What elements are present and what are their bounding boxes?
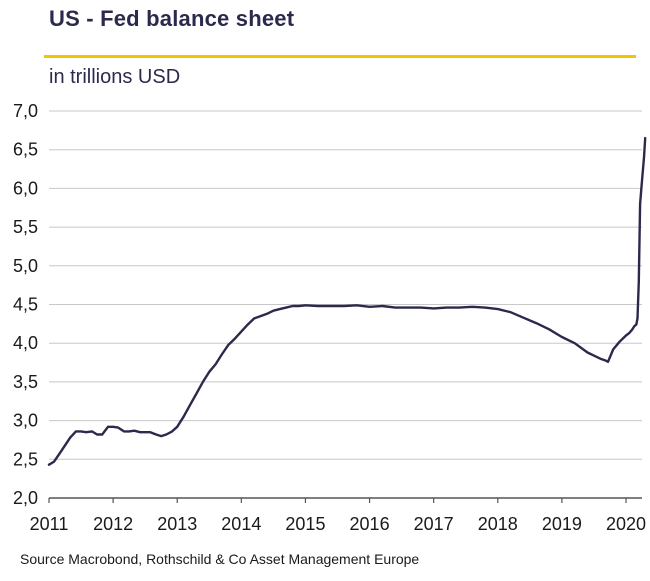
- y-tick-label: 4,5: [13, 295, 38, 315]
- x-axis-tick-labels: 2011 2012 2013 2014 2015 2016 2017 2018 2019 2020: [30, 514, 646, 534]
- x-tick-label: 2014: [221, 514, 261, 534]
- grid-lines: [49, 110, 642, 460]
- y-tick-label: 7,0: [13, 101, 38, 121]
- y-tick-label: 5,0: [13, 256, 38, 276]
- x-tick-label: 2018: [478, 514, 518, 534]
- chart-title: US - Fed balance sheet: [49, 6, 295, 31]
- chart-subtitle: in trillions USD: [49, 66, 181, 88]
- y-tick-label: 6,5: [13, 140, 38, 160]
- title-accent-rule: [44, 55, 636, 58]
- x-tick-label: 2017: [414, 514, 454, 534]
- y-tick-label: 6,0: [13, 178, 38, 198]
- x-tick-label: 2013: [157, 514, 197, 534]
- source-note: Source Macrobond, Rothschild & Co Asset …: [20, 551, 420, 567]
- series-layer: [47, 136, 647, 466]
- x-tick-label: 2019: [542, 514, 582, 534]
- y-tick-label: 2,5: [13, 449, 38, 469]
- x-tick-label: 2020: [606, 514, 646, 534]
- x-tick-label: 2011: [30, 514, 69, 534]
- x-tick-label: 2016: [350, 514, 390, 534]
- x-axis-ticks: [48, 498, 627, 503]
- series-line-0: [47, 136, 647, 466]
- y-tick-label: 3,5: [13, 372, 38, 392]
- y-tick-label: 4,0: [13, 333, 38, 353]
- y-tick-label: 2,0: [13, 488, 38, 508]
- y-axis-tick-labels: 2,0 2,5 3,0 3,5 4,0 4,5 5,0 5,5 6,0 6,5 7,0: [13, 101, 38, 508]
- y-tick-label: 3,0: [13, 411, 38, 431]
- x-tick-label: 2012: [93, 514, 133, 534]
- y-tick-label: 5,5: [13, 217, 38, 237]
- x-tick-label: 2015: [285, 514, 325, 534]
